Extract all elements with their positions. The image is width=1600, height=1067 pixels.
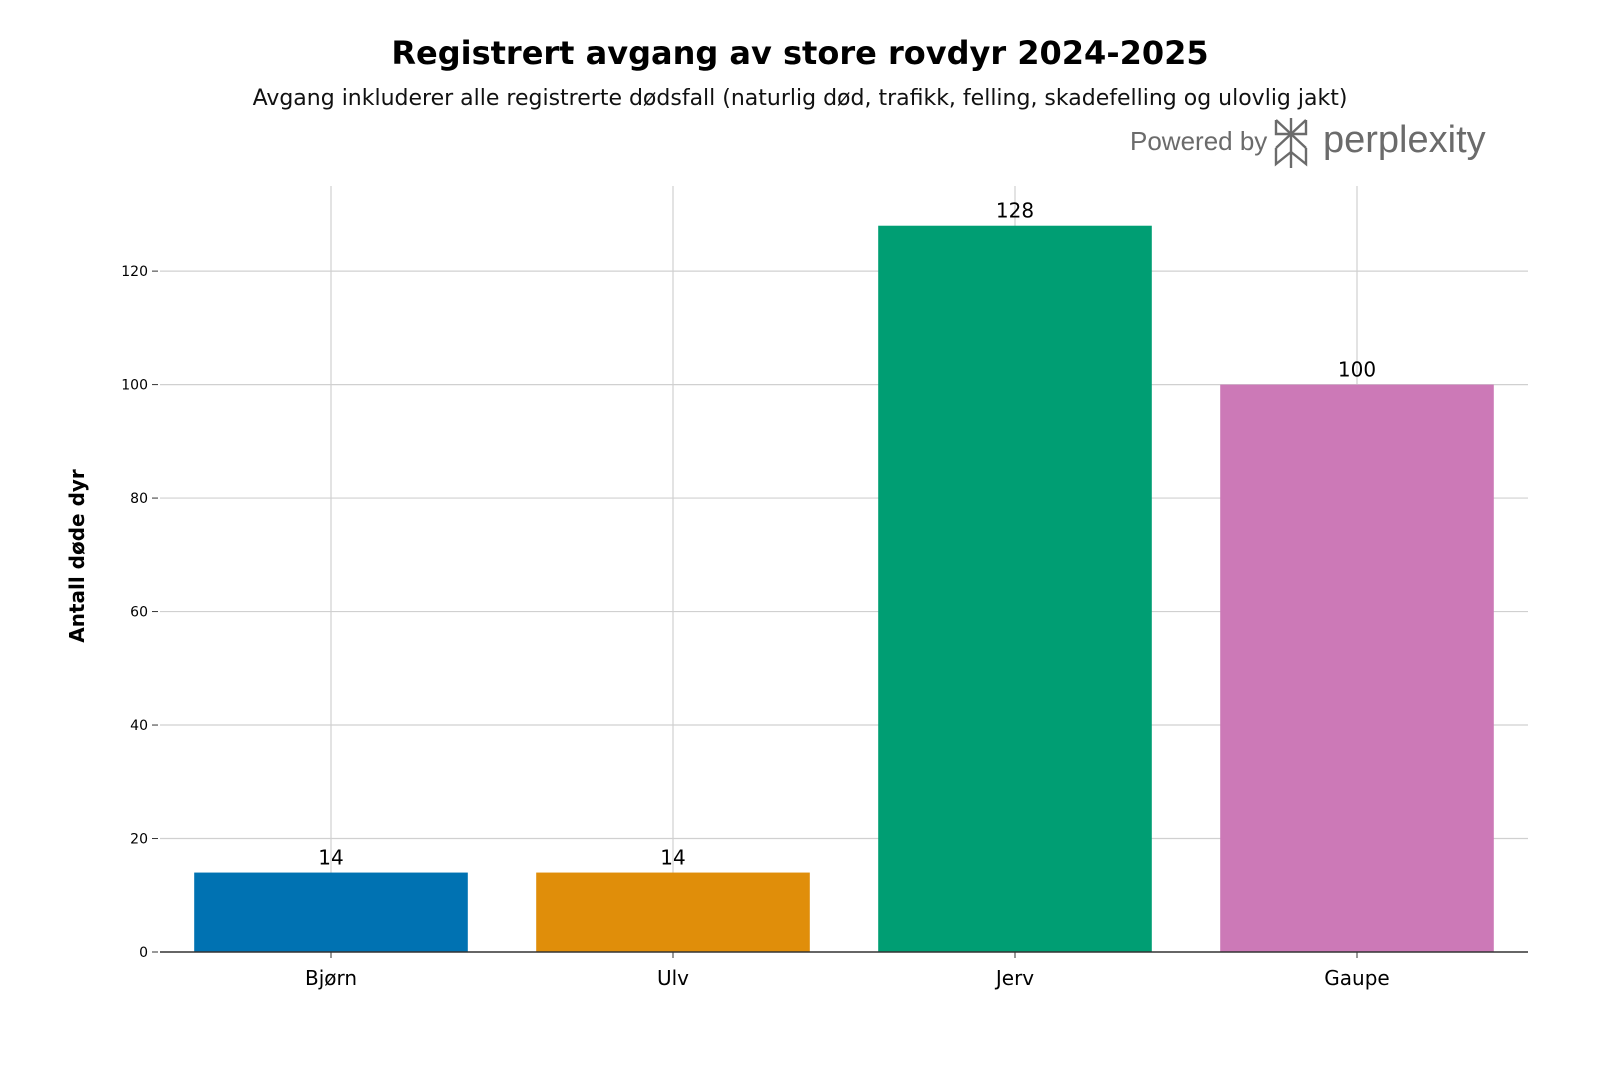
y-tick-label: 0 [139, 945, 148, 961]
y-tick-label: 100 [121, 378, 148, 394]
x-tick-label: Gaupe [1324, 966, 1389, 990]
bar-bjørn [194, 872, 468, 952]
y-tick-label: 80 [130, 491, 148, 507]
y-tick-label: 60 [130, 605, 148, 621]
bar-value-label: 14 [318, 846, 343, 870]
chart-title: Registrert avgang av store rovdyr 2024-2… [391, 34, 1209, 72]
x-tick-label: Bjørn [305, 966, 357, 990]
bar-value-label: 128 [996, 199, 1034, 223]
bar-gaupe [1220, 384, 1494, 952]
bar-value-label: 100 [1338, 358, 1376, 382]
perplexity-brand-text: perplexity [1323, 119, 1486, 161]
bar-jerv [878, 225, 1152, 953]
y-tick-label: 20 [130, 832, 148, 848]
bar-value-label: 14 [660, 846, 685, 870]
axes: 0 20 40 60 80 100 120 Bjørn Ulv Jerv Gaupe [121, 264, 1528, 990]
powered-by-watermark: Powered by perplexity [1130, 118, 1486, 168]
y-tick-label: 120 [121, 264, 148, 280]
x-tick-label: Jerv [994, 966, 1034, 990]
bar-ulv [536, 872, 810, 952]
powered-by-text: Powered by [1130, 126, 1267, 156]
perplexity-logo-icon [1274, 118, 1308, 168]
y-axis-label: Antall døde dyr [65, 469, 89, 643]
x-tick-label: Ulv [657, 966, 689, 990]
bars: 14 14 128 100 [194, 199, 1494, 953]
y-tick-label: 40 [130, 718, 148, 734]
chart-subtitle: Avgang inkluderer alle registrerte dødsf… [252, 86, 1348, 111]
